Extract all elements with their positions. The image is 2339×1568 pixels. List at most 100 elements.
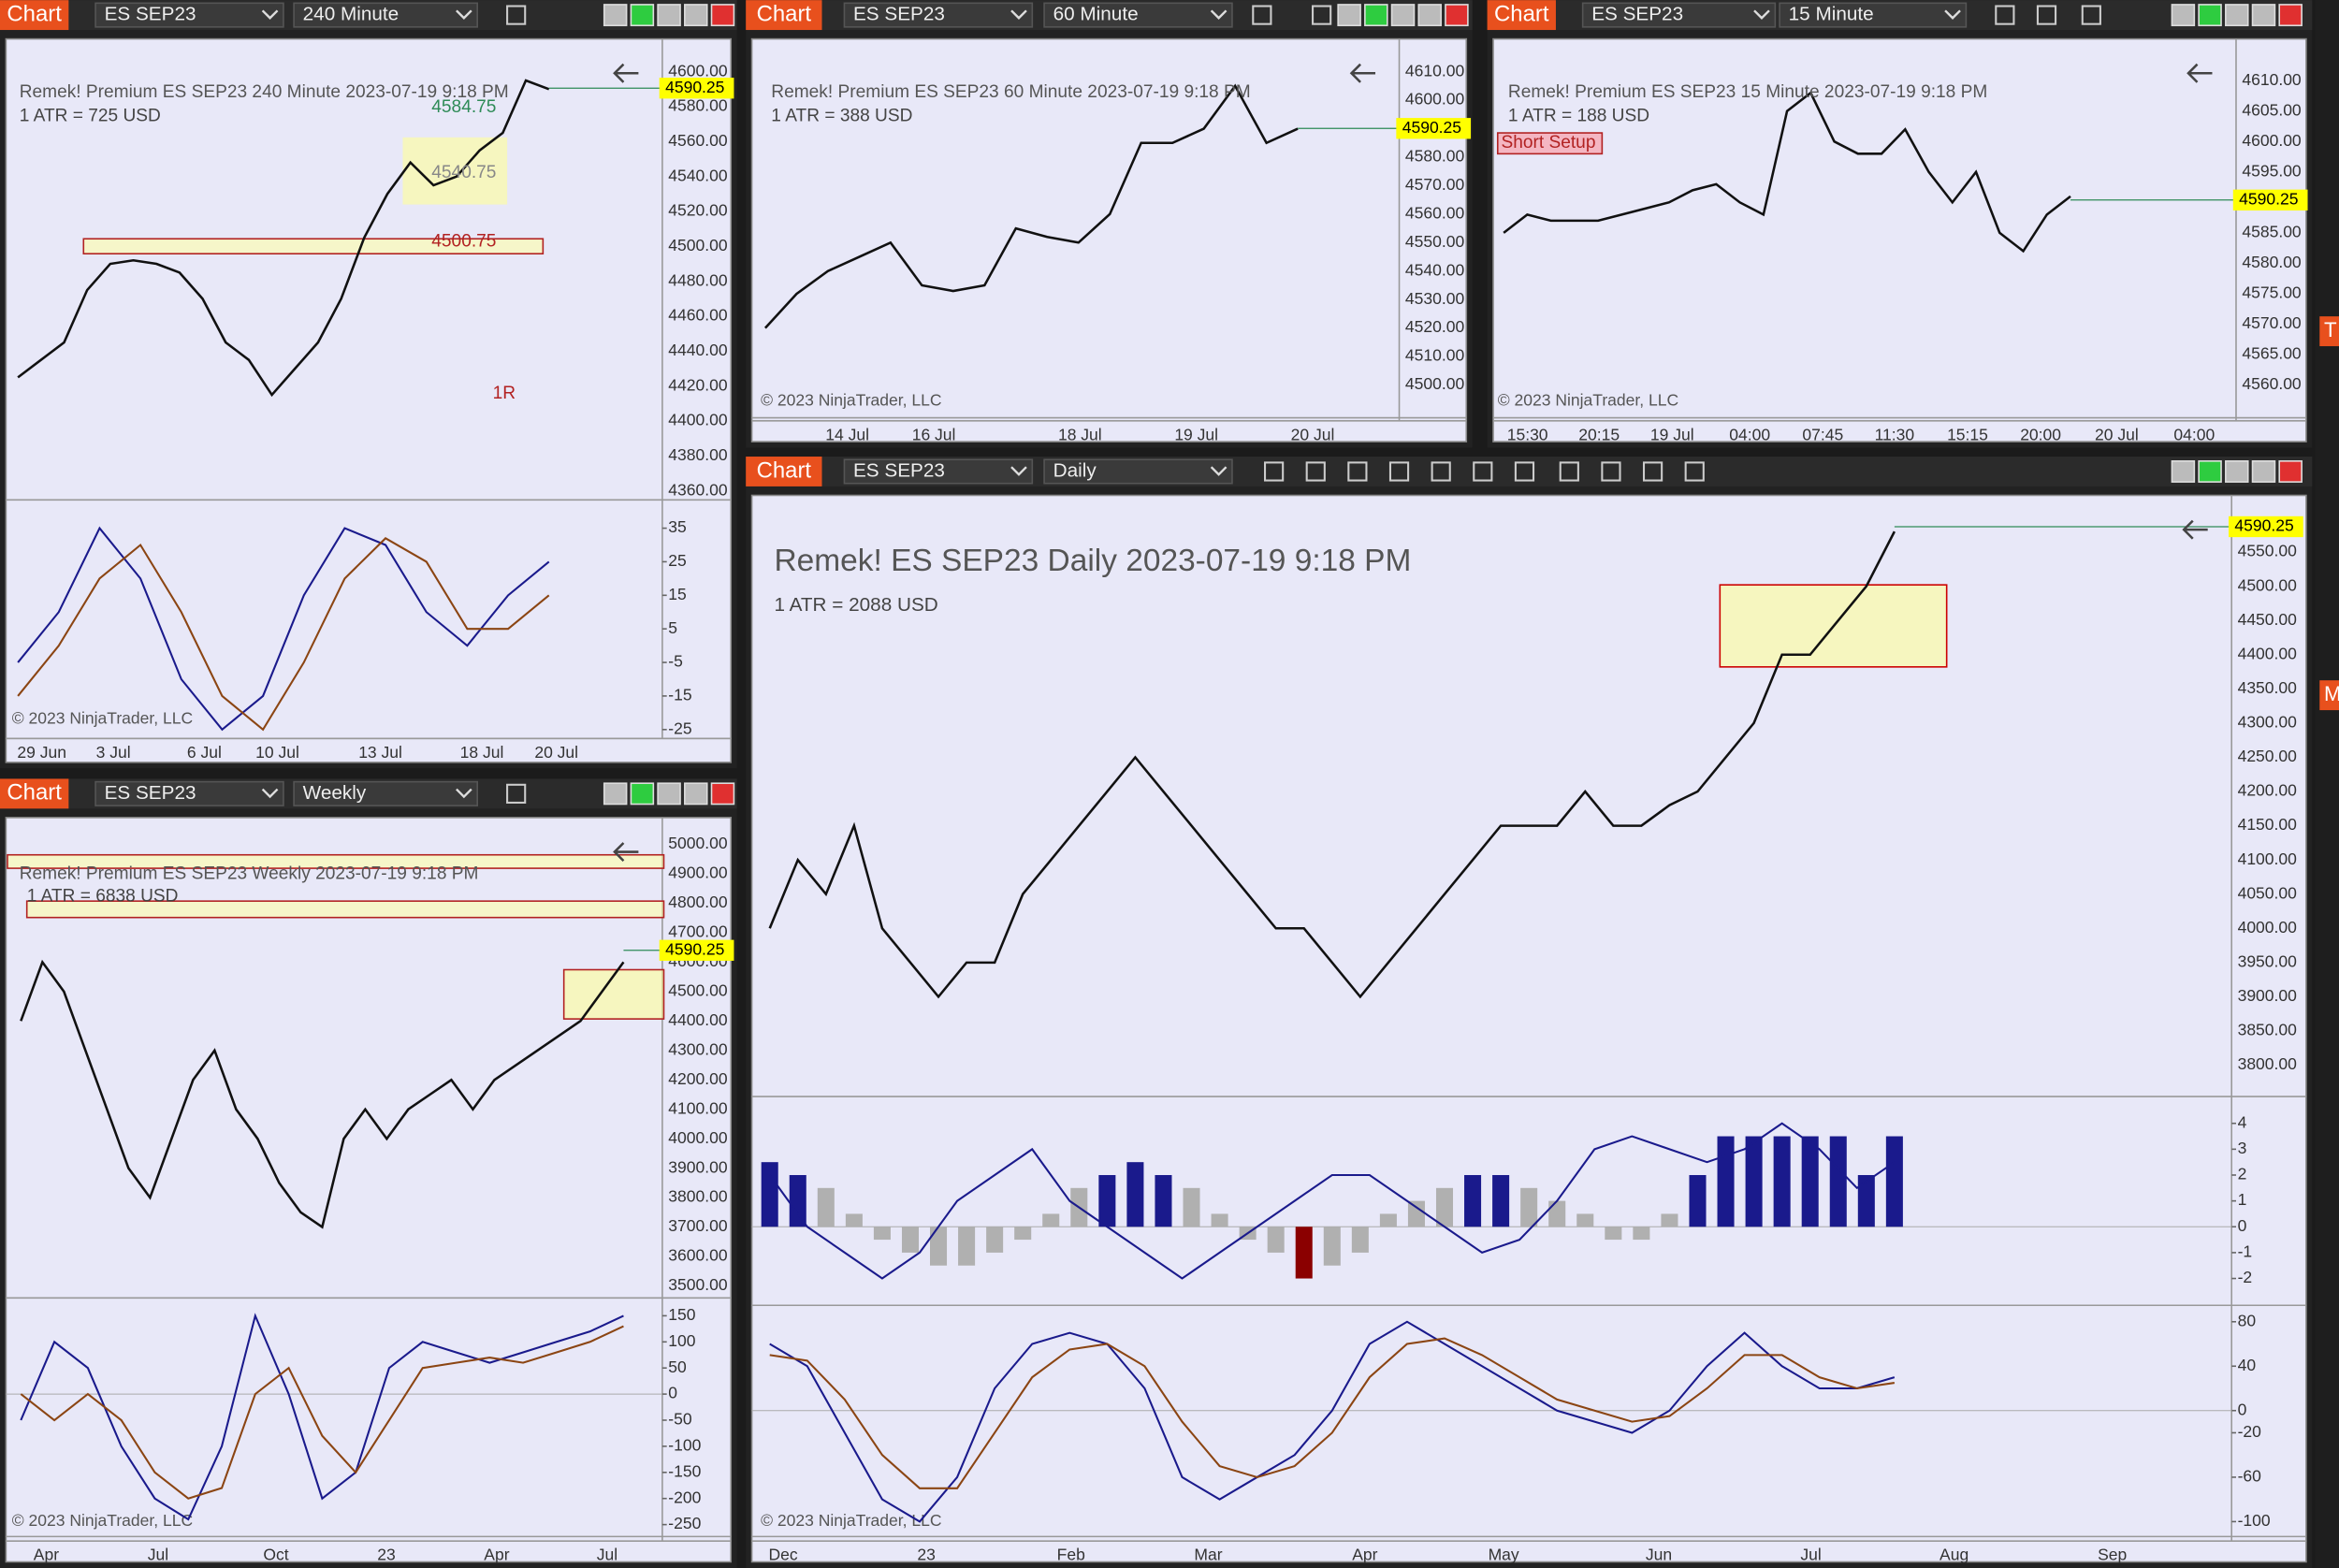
chart-title: Remek! Premium ES SEP23 15 Minute 2023-0… [1508, 82, 1987, 102]
window-button[interactable] [2198, 4, 2222, 27]
window-button[interactable] [1390, 4, 1416, 27]
window-button[interactable] [2251, 460, 2276, 483]
window-button[interactable] [2225, 460, 2249, 483]
y-tick-label: 4250.00 [2238, 747, 2298, 765]
window-button[interactable] [2251, 4, 2276, 27]
instrument-dropdown[interactable] [94, 2, 284, 28]
window-button[interactable] [2171, 4, 2196, 27]
window-button[interactable] [603, 4, 628, 27]
y-tick-label: 4575.00 [2242, 283, 2302, 302]
side-tab-label: T [2324, 318, 2337, 341]
window-button[interactable] [684, 4, 708, 27]
toolbar-icon[interactable] [1473, 461, 1493, 482]
toolbar-icon[interactable] [1252, 5, 1272, 25]
timeframe-dropdown[interactable] [293, 2, 479, 28]
timeframe-dropdown-arrow [456, 9, 472, 20]
y-tick-label: 3850.00 [2238, 1021, 2298, 1039]
instrument-dropdown-arrow [1010, 466, 1027, 476]
indicator-tick-label: 5 [668, 618, 677, 637]
instrument-dropdown[interactable] [1581, 2, 1777, 28]
window-button[interactable] [2171, 460, 2196, 483]
histogram-bar [1689, 1174, 1707, 1227]
window-button[interactable] [710, 782, 735, 806]
back-arrow[interactable] [613, 63, 639, 83]
window-button[interactable] [684, 782, 708, 806]
back-arrow[interactable] [2182, 519, 2208, 540]
histogram-bar [1435, 1187, 1454, 1227]
indicator-tick-label: -50 [668, 1410, 692, 1429]
histogram-bar [958, 1227, 976, 1266]
window-button[interactable] [1337, 4, 1361, 27]
toolbar-icon[interactable] [1347, 461, 1368, 482]
toolbar-icon[interactable] [1388, 461, 1410, 482]
instrument-dropdown[interactable] [94, 780, 284, 806]
histogram-bar [1548, 1200, 1566, 1227]
x-tick-label: 10 Jul [255, 743, 299, 762]
toolbar-icon[interactable] [1684, 461, 1705, 482]
instrument-dropdown-label: ES SEP23 [1591, 4, 1683, 25]
timeframe-dropdown[interactable] [1043, 458, 1233, 485]
window-button[interactable] [657, 4, 681, 27]
window-button[interactable] [2278, 4, 2303, 27]
side-tab[interactable] [2319, 316, 2339, 347]
window-button[interactable] [2278, 460, 2303, 483]
indicator-tick-label: -1 [2238, 1242, 2253, 1261]
x-tick-label: Dec [768, 1546, 797, 1564]
toolbar-icon[interactable] [506, 783, 527, 804]
chart-tab-label: Chart [1494, 1, 1549, 26]
toolbar-icon[interactable] [506, 5, 527, 25]
x-tick-label: 20 Jul [534, 743, 578, 762]
window-button[interactable] [1364, 4, 1388, 27]
toolbar-icon[interactable] [1601, 461, 1621, 482]
instrument-dropdown-label: ES SEP23 [853, 4, 945, 25]
histogram-bar [1014, 1227, 1032, 1241]
toolbar-icon[interactable] [1431, 461, 1451, 482]
toolbar-icon[interactable] [1642, 461, 1663, 482]
window-button[interactable] [2225, 4, 2249, 27]
instrument-dropdown[interactable] [843, 458, 1034, 485]
window-button[interactable] [657, 782, 681, 806]
window-button[interactable] [603, 782, 628, 806]
toolbar-icon[interactable] [1995, 5, 2015, 25]
window-button[interactable] [1445, 4, 1469, 27]
histogram-bar [1576, 1213, 1594, 1227]
back-arrow[interactable] [613, 842, 639, 863]
toolbar-icon[interactable] [2081, 5, 2101, 25]
instrument-dropdown[interactable] [843, 2, 1034, 28]
y-tick-label: 4420.00 [668, 375, 728, 394]
copyright: © 2023 NinjaTrader, LLC [12, 708, 193, 727]
chart-background [750, 494, 2307, 1563]
back-arrow[interactable] [2186, 63, 2213, 83]
window-button[interactable] [1417, 4, 1442, 27]
back-arrow[interactable] [1349, 63, 1376, 83]
annotation-box [1496, 132, 1604, 155]
y-tick-label: 4460.00 [668, 306, 728, 325]
window-button[interactable] [630, 4, 655, 27]
window-button[interactable] [2198, 460, 2222, 483]
highlight-box [7, 853, 665, 869]
timeframe-dropdown[interactable] [293, 780, 479, 806]
toolbar-icon[interactable] [1514, 461, 1535, 482]
timeframe-dropdown[interactable] [1779, 2, 1968, 28]
toolbar-icon[interactable] [1305, 461, 1326, 482]
y-tick-label: 4560.00 [2242, 374, 2302, 393]
histogram-bar [1267, 1227, 1285, 1253]
toolbar-icon[interactable] [1312, 5, 1332, 25]
x-tick-label: Mar [1194, 1546, 1222, 1564]
chart-tab-label: Chart [757, 1, 812, 26]
indicator-tick-label: 150 [668, 1305, 695, 1324]
window-button[interactable] [630, 782, 655, 806]
y-tick-label: 4500.00 [1405, 374, 1465, 393]
y-tick-label: 4050.00 [2238, 883, 2298, 902]
histogram-bar [1126, 1162, 1144, 1227]
toolbar-icon[interactable] [2036, 5, 2057, 25]
y-tick-label: 3600.00 [668, 1246, 728, 1265]
side-tab[interactable] [2319, 680, 2339, 711]
toolbar-icon[interactable] [1559, 461, 1579, 482]
toolbar-icon[interactable] [1264, 461, 1285, 482]
chart-background [5, 37, 733, 763]
window-button[interactable] [710, 4, 735, 27]
timeframe-dropdown[interactable] [1043, 2, 1233, 28]
price-tag-label: 4590.25 [1402, 118, 1461, 137]
y-tick-label: 4350.00 [2238, 678, 2298, 697]
